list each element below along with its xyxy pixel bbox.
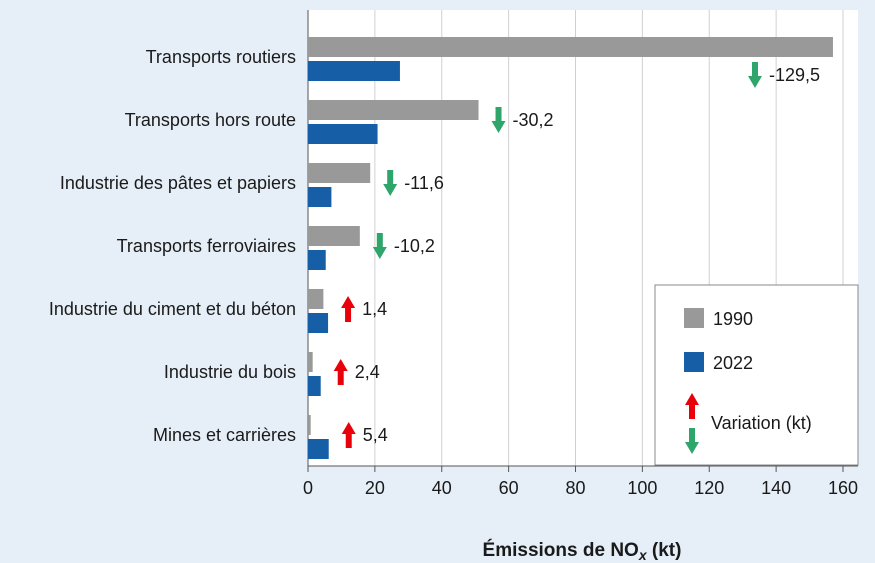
x-tick-label: 40 xyxy=(432,478,452,498)
variation-label: 1,4 xyxy=(362,299,387,319)
legend-swatch xyxy=(684,352,704,372)
variation-arrow xyxy=(685,393,699,419)
x-tick-label: 100 xyxy=(627,478,657,498)
bar xyxy=(308,250,326,270)
variation-arrow xyxy=(383,170,398,196)
legend-label: 1990 xyxy=(713,309,753,329)
bar xyxy=(308,37,833,57)
variation-label: 5,4 xyxy=(363,425,388,445)
x-tick-label: 60 xyxy=(499,478,519,498)
x-tick-label: 120 xyxy=(694,478,724,498)
x-tick-label: 160 xyxy=(828,478,858,498)
variation-arrow xyxy=(685,428,699,454)
legend-label: Variation (kt) xyxy=(711,413,812,433)
bar xyxy=(308,187,332,207)
variation-arrow xyxy=(372,233,387,259)
variation-label: -11,6 xyxy=(404,173,444,193)
bar xyxy=(308,352,313,372)
variation-label: -129,5 xyxy=(769,65,820,85)
x-axis-title-part: Émissions de NO xyxy=(483,539,639,561)
variation-label: 2,4 xyxy=(355,362,380,382)
bar xyxy=(308,289,324,309)
bar xyxy=(308,100,479,120)
variation-arrow xyxy=(341,422,356,448)
bar xyxy=(308,439,329,459)
x-axis-title: Émissions de NOx (kt) xyxy=(483,539,682,563)
variation-arrow xyxy=(491,107,506,133)
bar xyxy=(308,313,329,333)
bar xyxy=(308,163,371,183)
y-tick-label: Transports routiers xyxy=(146,47,296,67)
x-tick-label: 0 xyxy=(303,478,313,498)
bar xyxy=(308,226,360,246)
variation-arrow xyxy=(341,296,356,322)
legend-label: 2022 xyxy=(713,353,753,373)
y-tick-label: Transports hors route xyxy=(125,110,296,130)
x-axis-title-sub: x xyxy=(638,547,648,563)
legend-swatch xyxy=(684,308,704,328)
variation-arrow xyxy=(333,359,348,385)
x-tick-label: 20 xyxy=(365,478,385,498)
y-tick-label: Transports ferroviaires xyxy=(117,236,296,256)
y-tick-label: Industrie du ciment et du béton xyxy=(49,299,296,319)
bar xyxy=(308,415,311,435)
variation-arrow xyxy=(748,62,762,88)
bar xyxy=(308,124,378,144)
bar xyxy=(308,61,400,81)
x-tick-label: 80 xyxy=(565,478,585,498)
bar xyxy=(308,376,321,396)
variation-label: -10,2 xyxy=(394,236,435,256)
y-tick-label: Mines et carrières xyxy=(153,425,296,445)
y-tick-label: Industrie des pâtes et papiers xyxy=(60,173,296,193)
y-tick-label: Industrie du bois xyxy=(164,362,296,382)
x-tick-label: 140 xyxy=(761,478,791,498)
x-axis-title-part: (kt) xyxy=(647,540,682,561)
variation-label: -30,2 xyxy=(513,110,554,130)
